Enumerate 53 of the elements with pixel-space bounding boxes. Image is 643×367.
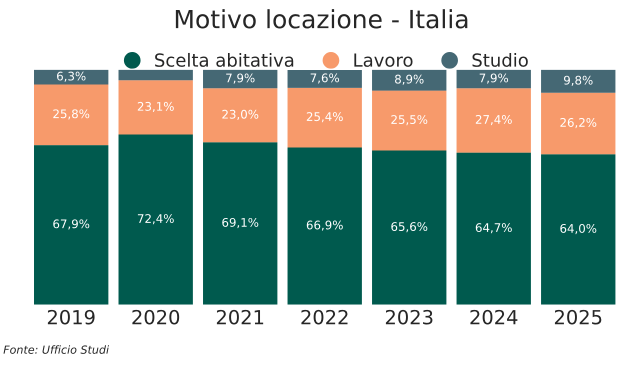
bar bbox=[34, 145, 108, 305]
data-label: 72,4% bbox=[138, 214, 174, 224]
data-label: 25,8% bbox=[53, 109, 90, 120]
bar bbox=[372, 150, 446, 305]
data-label: 7,9% bbox=[226, 74, 255, 84]
bar bbox=[203, 142, 278, 305]
x-tick-label: 2023 bbox=[386, 310, 432, 325]
bar bbox=[288, 147, 362, 305]
bar bbox=[372, 70, 446, 91]
bar bbox=[456, 88, 531, 153]
data-label: 69,1% bbox=[222, 218, 258, 228]
x-tick-label: 2022 bbox=[301, 310, 348, 325]
bar bbox=[372, 90, 446, 151]
bar bbox=[203, 70, 278, 88]
x-tick-label: 2024 bbox=[470, 310, 518, 325]
bar bbox=[456, 70, 531, 88]
data-label: 25,5% bbox=[391, 115, 428, 126]
data-label: 9,8% bbox=[564, 76, 593, 86]
x-tick-label: 2020 bbox=[132, 310, 180, 325]
data-label: 25,4% bbox=[306, 112, 343, 122]
bar bbox=[288, 70, 362, 88]
x-tick-label: 2021 bbox=[216, 310, 264, 325]
data-label: 27,4% bbox=[476, 114, 512, 126]
bar bbox=[118, 70, 193, 80]
chart-title: Motivo locazione - Italia bbox=[176, 9, 468, 29]
bar bbox=[541, 92, 616, 154]
data-label: 7,9% bbox=[480, 74, 508, 84]
data-label: 65,6% bbox=[391, 222, 428, 232]
bar bbox=[456, 152, 531, 305]
data-label: 26,2% bbox=[560, 118, 596, 128]
bar bbox=[203, 88, 278, 142]
data-label: 66,9% bbox=[306, 220, 343, 231]
x-tick-label: 2025 bbox=[554, 310, 602, 325]
bar bbox=[34, 84, 108, 146]
bar bbox=[541, 154, 616, 305]
legend-label: Studio bbox=[472, 52, 528, 67]
bar bbox=[118, 80, 193, 135]
bar bbox=[541, 70, 616, 93]
data-label: 6,3% bbox=[57, 72, 86, 82]
x-tick-label: 2019 bbox=[48, 310, 95, 325]
data-label: 64,7% bbox=[476, 223, 512, 234]
data-label: 8,9% bbox=[395, 74, 424, 85]
data-label: 23,0% bbox=[222, 110, 258, 120]
bar bbox=[118, 134, 193, 305]
data-label: 67,9% bbox=[53, 219, 90, 230]
bar bbox=[34, 70, 108, 85]
data-label: 64,0% bbox=[560, 224, 596, 234]
source-note: Fonte: Ufficio Studi bbox=[4, 345, 110, 354]
data-label: 7,6% bbox=[310, 73, 340, 84]
bar bbox=[288, 88, 362, 148]
legend-label: Lavoro bbox=[354, 54, 413, 67]
data-label: 23,1% bbox=[138, 102, 174, 112]
legend-label: Scelta abitativa bbox=[155, 52, 294, 67]
